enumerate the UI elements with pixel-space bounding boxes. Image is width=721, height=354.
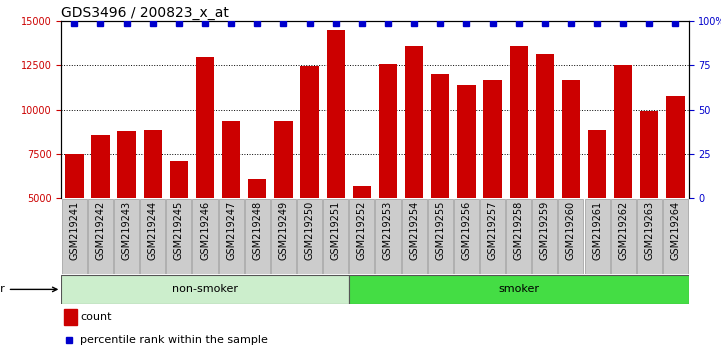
Text: GSM219252: GSM219252	[357, 200, 367, 260]
Bar	[196, 57, 214, 198]
Text: GSM219247: GSM219247	[226, 200, 236, 260]
Text: GSM219241: GSM219241	[69, 200, 79, 259]
Bar	[169, 161, 188, 198]
Bar	[301, 66, 319, 198]
Bar	[64, 309, 77, 325]
FancyBboxPatch shape	[114, 199, 139, 274]
FancyBboxPatch shape	[611, 199, 636, 274]
FancyBboxPatch shape	[61, 275, 349, 304]
Text: GSM219254: GSM219254	[409, 200, 419, 260]
FancyBboxPatch shape	[402, 199, 427, 274]
Text: non-smoker: non-smoker	[172, 284, 238, 295]
FancyBboxPatch shape	[532, 199, 557, 274]
Text: GSM219251: GSM219251	[331, 200, 341, 260]
FancyBboxPatch shape	[454, 199, 479, 274]
Bar	[274, 121, 293, 198]
Text: GSM219249: GSM219249	[278, 200, 288, 259]
FancyBboxPatch shape	[167, 199, 192, 274]
Bar	[457, 85, 476, 198]
Text: GSM219263: GSM219263	[645, 200, 655, 259]
Text: other: other	[0, 284, 57, 295]
FancyBboxPatch shape	[506, 199, 531, 274]
Bar	[222, 121, 240, 198]
FancyBboxPatch shape	[349, 199, 374, 274]
Text: GSM219253: GSM219253	[383, 200, 393, 260]
FancyBboxPatch shape	[349, 275, 689, 304]
Bar	[353, 186, 371, 198]
FancyBboxPatch shape	[428, 199, 453, 274]
FancyBboxPatch shape	[88, 199, 113, 274]
Text: GSM219260: GSM219260	[566, 200, 576, 259]
Text: GSM219245: GSM219245	[174, 200, 184, 260]
Bar	[379, 64, 397, 198]
Bar	[666, 96, 685, 198]
Bar	[588, 130, 606, 198]
Text: GSM219256: GSM219256	[461, 200, 472, 260]
Bar	[483, 80, 502, 198]
FancyBboxPatch shape	[376, 199, 401, 274]
Text: GSM219261: GSM219261	[592, 200, 602, 259]
Bar	[640, 110, 658, 198]
FancyBboxPatch shape	[663, 199, 688, 274]
Bar	[327, 30, 345, 198]
FancyBboxPatch shape	[585, 199, 610, 274]
Text: GDS3496 / 200823_x_at: GDS3496 / 200823_x_at	[61, 6, 229, 20]
Text: percentile rank within the sample: percentile rank within the sample	[80, 335, 268, 346]
Bar	[143, 130, 162, 198]
Text: GSM219242: GSM219242	[95, 200, 105, 260]
Text: GSM219259: GSM219259	[540, 200, 550, 260]
Text: GSM219258: GSM219258	[513, 200, 523, 260]
Bar	[536, 54, 554, 198]
FancyBboxPatch shape	[480, 199, 505, 274]
FancyBboxPatch shape	[558, 199, 583, 274]
Bar	[562, 80, 580, 198]
FancyBboxPatch shape	[193, 199, 218, 274]
Text: GSM219244: GSM219244	[148, 200, 158, 259]
Bar	[614, 65, 632, 198]
Text: GSM219243: GSM219243	[122, 200, 132, 259]
Text: GSM219262: GSM219262	[618, 200, 628, 260]
Bar	[405, 46, 423, 198]
Text: count: count	[80, 312, 112, 322]
FancyBboxPatch shape	[62, 199, 87, 274]
FancyBboxPatch shape	[218, 199, 244, 274]
Text: GSM219248: GSM219248	[252, 200, 262, 259]
Bar	[118, 131, 136, 198]
Bar	[92, 135, 110, 198]
FancyBboxPatch shape	[323, 199, 348, 274]
Text: GSM219255: GSM219255	[435, 200, 446, 260]
Text: GSM219246: GSM219246	[200, 200, 210, 259]
Text: GSM219257: GSM219257	[487, 200, 497, 260]
FancyBboxPatch shape	[244, 199, 270, 274]
FancyBboxPatch shape	[271, 199, 296, 274]
Text: GSM219250: GSM219250	[304, 200, 314, 260]
Text: smoker: smoker	[498, 284, 539, 295]
Text: GSM219264: GSM219264	[671, 200, 681, 259]
Bar	[248, 179, 267, 198]
Bar	[431, 74, 449, 198]
Bar	[65, 154, 84, 198]
FancyBboxPatch shape	[637, 199, 662, 274]
FancyBboxPatch shape	[140, 199, 165, 274]
Bar	[510, 46, 528, 198]
FancyBboxPatch shape	[297, 199, 322, 274]
